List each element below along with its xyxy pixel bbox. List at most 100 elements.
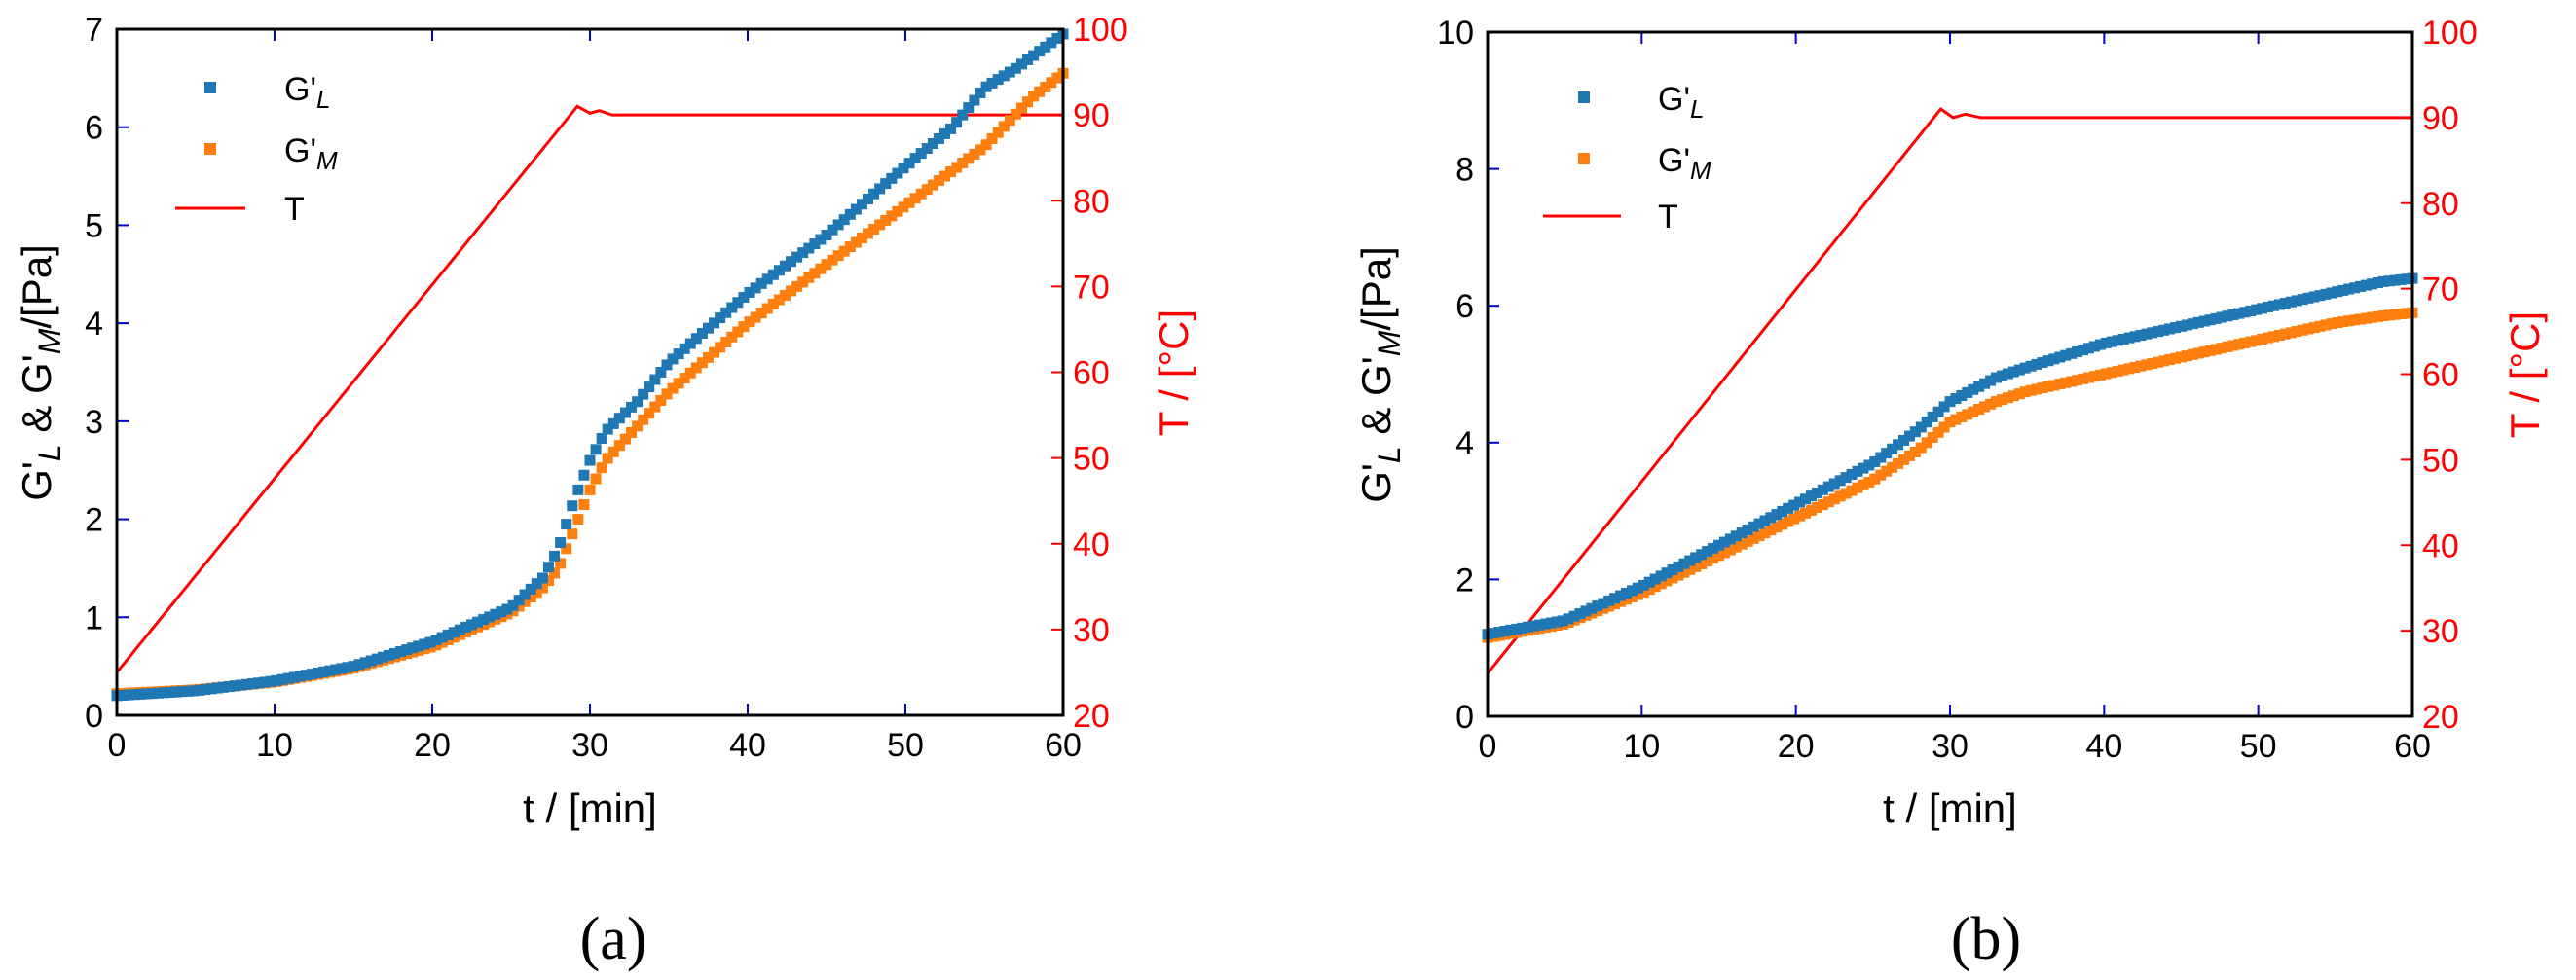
point-gl-b-147 <box>2332 286 2343 298</box>
point-gm-b-56 <box>1806 504 1817 516</box>
point-gm-b-74 <box>1909 446 1921 457</box>
point-gm-b-102 <box>2072 375 2083 386</box>
point-gl-a-78 <box>572 484 584 495</box>
point-gl-b-87 <box>1985 375 1997 386</box>
ticks-b <box>1487 31 2413 717</box>
point-gl-a-60 <box>466 619 477 631</box>
point-gm-b-90 <box>2002 392 2013 404</box>
point-gm-b-25 <box>1626 591 1638 602</box>
point-gl-b-6 <box>1517 622 1528 634</box>
point-gl-a-64 <box>490 608 501 620</box>
point-gl-a-86 <box>619 407 631 418</box>
legend-b: G'L G'M T <box>1543 81 1711 236</box>
point-gl-a-101 <box>709 317 720 329</box>
point-gl-a-68 <box>513 595 525 606</box>
point-gm-b-60 <box>1828 493 1840 505</box>
y-tick-label-b-1: 2 <box>1455 562 1474 599</box>
point-gm-a-123 <box>838 245 850 257</box>
point-gm-a-135 <box>909 193 921 204</box>
point-gm-a-75 <box>555 558 567 569</box>
point-gm-b-81 <box>1950 414 1962 425</box>
y-right-tick-label-b-7: 90 <box>2422 100 2459 137</box>
point-gm-a-114 <box>786 285 797 297</box>
point-gl-b-27 <box>1638 579 1649 591</box>
point-gl-b-103 <box>2078 345 2089 356</box>
point-gm-b-141 <box>2297 324 2308 336</box>
point-gl-b-63 <box>1846 468 1858 480</box>
point-gl-b-133 <box>2251 304 2263 315</box>
point-gm-b-22 <box>1609 599 1621 610</box>
point-gl-b-69 <box>1881 448 1893 459</box>
point-gl-b-26 <box>1632 582 1643 594</box>
point-gl-b-70 <box>1887 443 1898 454</box>
x-tick-label-b-4: 40 <box>2085 728 2122 765</box>
point-gm-a-121 <box>827 254 838 266</box>
point-gl-a-146 <box>975 87 986 98</box>
x-tick-label-b-6: 60 <box>2394 728 2431 765</box>
point-gl-a-89 <box>638 388 649 400</box>
point-gm-b-86 <box>1979 401 1991 413</box>
point-gm-b-144 <box>2314 320 2326 332</box>
point-gm-b-112 <box>2129 361 2141 373</box>
point-gm-b-76 <box>1921 437 1932 449</box>
point-gl-a-32 <box>300 670 312 681</box>
point-gm-a-87 <box>626 427 638 439</box>
point-gm-a-111 <box>767 299 779 310</box>
point-gl-b-74 <box>1909 426 1921 438</box>
point-gm-a-89 <box>638 414 649 425</box>
y-right-tick-label-a-7: 90 <box>1073 97 1110 134</box>
point-gm-b-72 <box>1898 454 1909 465</box>
point-gl-b-131 <box>2239 307 2251 318</box>
point-gl-a-125 <box>850 203 862 215</box>
point-gl-a-5 <box>140 688 152 700</box>
point-gm-a-70 <box>525 592 536 603</box>
point-gl-a-119 <box>815 234 827 245</box>
point-gl-b-140 <box>2291 295 2302 307</box>
point-gl-a-46 <box>383 649 394 661</box>
point-gl-a-72 <box>536 572 548 584</box>
point-gm-b-64 <box>1852 482 1863 493</box>
point-gm-b-114 <box>2141 359 2153 371</box>
point-gl-b-60 <box>1828 478 1840 490</box>
point-gl-a-130 <box>880 178 892 190</box>
point-gl-a-24 <box>253 677 265 689</box>
point-gl-b-85 <box>1973 381 1985 392</box>
point-gl-b-14 <box>1563 613 1574 625</box>
point-gl-b-125 <box>2204 314 2216 326</box>
point-gm-b-82 <box>1956 411 1968 422</box>
point-gl-a-98 <box>690 333 702 345</box>
point-gm-b-32 <box>1667 572 1678 584</box>
point-gm-a-128 <box>868 223 880 235</box>
point-gm-b-39 <box>1708 553 1719 564</box>
point-gl-b-78 <box>1932 406 1944 417</box>
point-gm-b-125 <box>2204 345 2216 356</box>
point-gm-a-103 <box>720 337 732 348</box>
point-gm-a-148 <box>986 132 998 144</box>
point-gl-a-65 <box>496 606 507 618</box>
point-gm-b-148 <box>2337 316 2349 328</box>
point-gm-a-102 <box>715 342 726 353</box>
point-gm-b-44 <box>1736 538 1748 550</box>
y-tick-label-a-7: 7 <box>85 12 103 49</box>
x-axis-label-a: t / [min] <box>523 785 657 831</box>
point-gl-a-63 <box>484 611 496 623</box>
y-right-tick-label-a-8: 100 <box>1073 12 1128 49</box>
point-gl-a-6 <box>146 688 158 700</box>
point-gm-a-85 <box>613 440 625 452</box>
point-gl-b-24 <box>1621 587 1632 599</box>
point-gl-b-115 <box>2147 327 2158 339</box>
point-gm-b-45 <box>1742 535 1753 547</box>
point-gl-b-68 <box>1875 452 1887 463</box>
point-gl-b-132 <box>2245 305 2257 316</box>
point-gm-b-154 <box>2372 310 2383 322</box>
point-gm-b-129 <box>2227 340 2239 351</box>
point-gl-b-124 <box>2198 315 2210 327</box>
point-gl-a-118 <box>809 238 821 250</box>
point-gl-a-29 <box>282 672 294 684</box>
point-gl-a-48 <box>395 646 407 658</box>
point-gl-b-35 <box>1684 555 1696 566</box>
point-gl-a-70 <box>525 583 536 595</box>
point-gl-a-88 <box>632 396 644 408</box>
x-tick-label-b-0: 0 <box>1479 728 1497 765</box>
